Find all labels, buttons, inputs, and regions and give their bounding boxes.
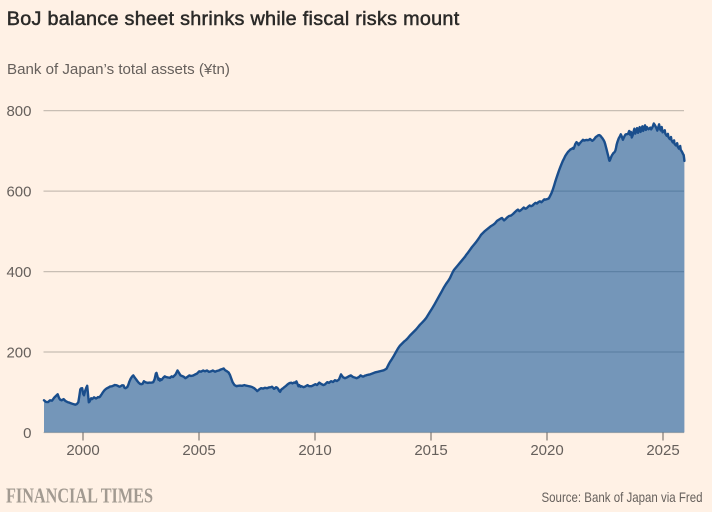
svg-text:0: 0 — [23, 425, 31, 442]
svg-text:Bank of Japan’s total assets (: Bank of Japan’s total assets (¥tn) — [7, 61, 230, 78]
svg-text:2025: 2025 — [646, 442, 679, 459]
svg-text:2000: 2000 — [66, 442, 99, 459]
svg-text:FINANCIAL TIMES: FINANCIAL TIMES — [6, 484, 153, 508]
svg-text:Source: Bank of Japan via Fred: Source: Bank of Japan via Fred — [542, 489, 703, 505]
svg-text:2010: 2010 — [298, 442, 331, 459]
svg-text:2015: 2015 — [414, 442, 447, 459]
svg-text:400: 400 — [6, 264, 31, 281]
svg-text:2020: 2020 — [530, 442, 563, 459]
svg-text:BoJ balance sheet shrinks whil: BoJ balance sheet shrinks while fiscal r… — [7, 8, 460, 30]
svg-text:800: 800 — [6, 103, 31, 120]
svg-text:600: 600 — [6, 184, 31, 201]
svg-text:2005: 2005 — [182, 442, 215, 459]
svg-text:200: 200 — [6, 344, 31, 361]
